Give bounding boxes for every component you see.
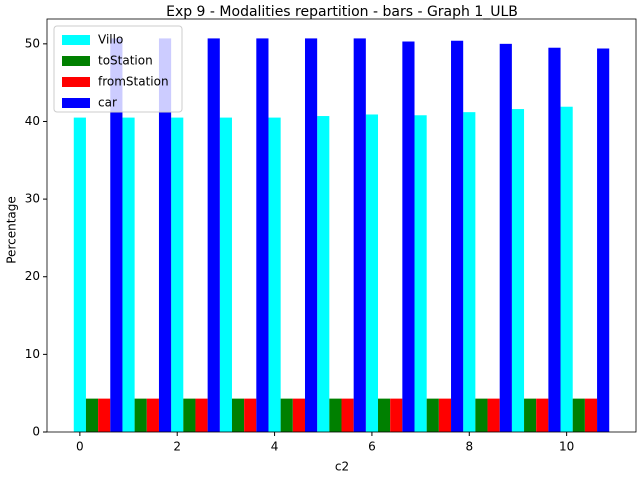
bar bbox=[390, 398, 403, 432]
x-tick-label: 8 bbox=[465, 440, 473, 454]
bar bbox=[256, 38, 269, 432]
bar bbox=[219, 117, 232, 432]
bar bbox=[463, 112, 476, 432]
y-tick-label: 0 bbox=[32, 425, 40, 439]
bar bbox=[134, 398, 147, 432]
legend-swatch bbox=[62, 56, 90, 66]
bar bbox=[73, 117, 86, 432]
bar bbox=[98, 398, 111, 432]
bar bbox=[244, 398, 257, 432]
bar bbox=[548, 47, 561, 432]
x-tick-label: 4 bbox=[271, 440, 279, 454]
bar bbox=[304, 38, 318, 432]
bar bbox=[378, 398, 391, 432]
bar bbox=[85, 398, 99, 432]
bar bbox=[146, 398, 159, 432]
legend-swatch bbox=[62, 35, 90, 45]
x-axis-label: c2 bbox=[335, 460, 349, 474]
bar bbox=[426, 398, 439, 432]
bar bbox=[487, 398, 500, 432]
y-tick-label: 10 bbox=[25, 347, 40, 361]
legend-label: toStation bbox=[98, 54, 153, 68]
bar bbox=[353, 38, 366, 432]
bar bbox=[329, 398, 342, 432]
bar bbox=[511, 109, 525, 432]
bar bbox=[365, 114, 379, 432]
bar bbox=[110, 38, 123, 432]
bar bbox=[280, 398, 293, 432]
y-tick-label: 20 bbox=[25, 269, 40, 283]
x-tick-label: 0 bbox=[76, 440, 84, 454]
y-tick-label: 50 bbox=[25, 36, 40, 50]
bar bbox=[414, 115, 427, 433]
bar bbox=[560, 106, 573, 432]
bar bbox=[451, 40, 464, 432]
bar bbox=[268, 117, 281, 432]
bar bbox=[597, 48, 610, 432]
x-tick-label: 10 bbox=[559, 440, 574, 454]
bar bbox=[584, 398, 598, 432]
bar bbox=[499, 43, 512, 433]
bar bbox=[402, 41, 415, 433]
bar bbox=[171, 117, 184, 432]
bar bbox=[341, 398, 354, 432]
bar bbox=[317, 116, 330, 432]
x-tick-label: 2 bbox=[173, 440, 181, 454]
legend-box bbox=[53, 25, 183, 113]
bar bbox=[122, 117, 135, 432]
bar bbox=[183, 398, 196, 432]
legend-label: fromStation bbox=[98, 75, 169, 89]
plot-frame bbox=[46, 18, 637, 433]
y-tick-label: 30 bbox=[25, 192, 40, 206]
bar bbox=[524, 398, 537, 432]
bar bbox=[438, 398, 452, 432]
x-tick-label: 6 bbox=[368, 440, 376, 454]
bar bbox=[572, 398, 585, 432]
chart-title: Exp 9 - Modalities repartition - bars - … bbox=[166, 4, 518, 20]
legend-label: Villo bbox=[98, 33, 123, 47]
bar bbox=[207, 38, 220, 432]
legend-swatch bbox=[62, 98, 90, 108]
bar bbox=[231, 398, 245, 432]
bar bbox=[292, 398, 305, 432]
legend-label: car bbox=[98, 96, 117, 110]
bar bbox=[475, 398, 488, 432]
bar bbox=[536, 398, 549, 432]
bar bbox=[195, 398, 208, 432]
bar bbox=[158, 38, 172, 432]
legend-swatch bbox=[62, 77, 90, 87]
y-axis-label: Percentage bbox=[5, 196, 19, 264]
y-tick-label: 40 bbox=[25, 114, 40, 128]
